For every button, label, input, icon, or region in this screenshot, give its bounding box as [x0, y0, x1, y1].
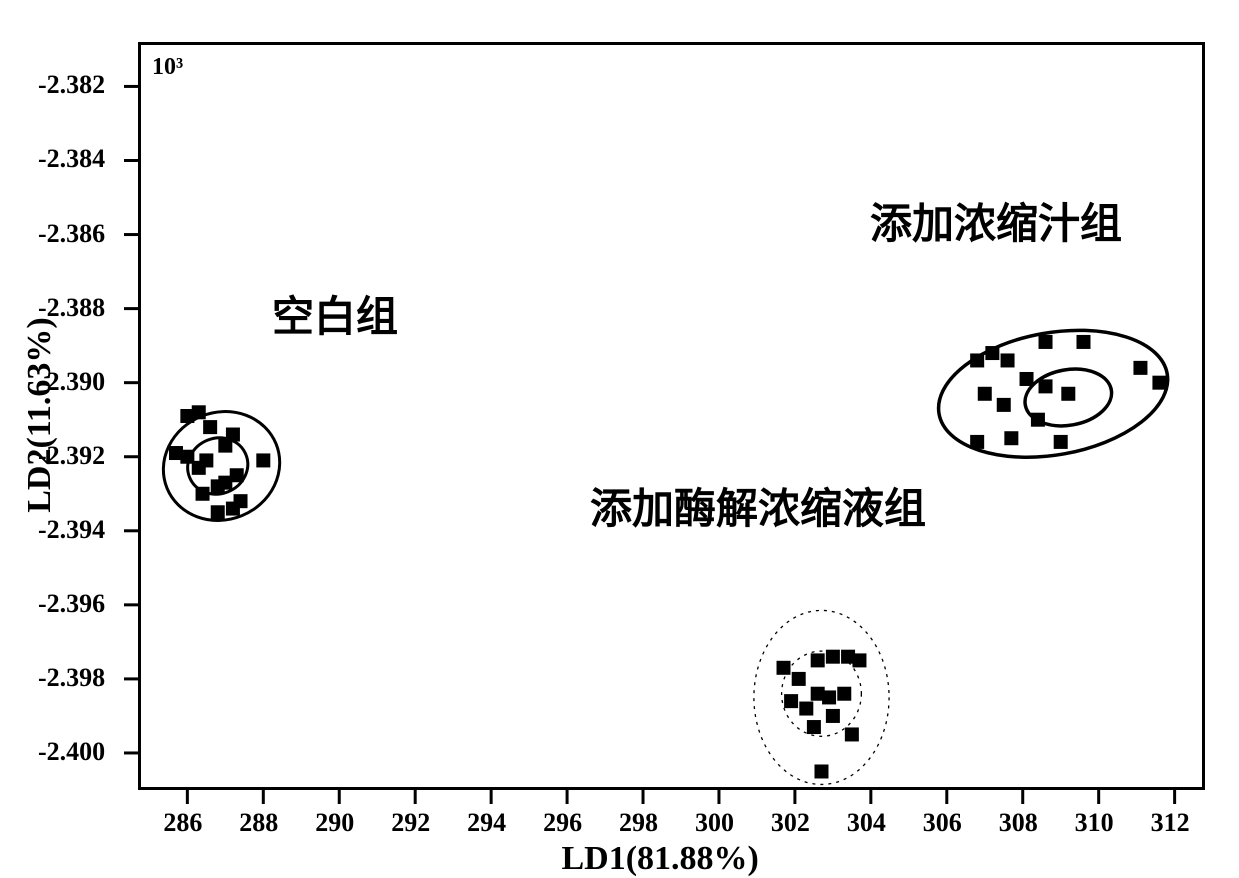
- x-tick-label: 306: [923, 808, 962, 838]
- x-tick-label: 292: [391, 808, 430, 838]
- x-tick-label: 304: [847, 808, 886, 838]
- x-tick-label: 288: [239, 808, 278, 838]
- x-tick-label: 300: [695, 808, 734, 838]
- y-tick-label: -2.384: [38, 144, 105, 174]
- x-tick-label: 312: [1151, 808, 1190, 838]
- y-tick-label: -2.392: [38, 441, 105, 471]
- group-label-enzymatic: 添加酶解浓缩液组: [590, 475, 926, 536]
- x-axis-label: LD1(81.88%): [562, 840, 759, 878]
- x-tick-label: 286: [163, 808, 202, 838]
- x-tick-label: 308: [999, 808, 1038, 838]
- x-tick-label: 296: [543, 808, 582, 838]
- x-tick-label: 298: [619, 808, 658, 838]
- y-tick-label: -2.390: [38, 367, 105, 397]
- plot-area: [138, 42, 1205, 790]
- y-tick-label: -2.396: [38, 589, 105, 619]
- x-tick-label: 302: [771, 808, 810, 838]
- y-tick-label: -2.398: [38, 663, 105, 693]
- exponent-annotation: 10³: [152, 54, 183, 81]
- x-tick-label: 310: [1075, 808, 1114, 838]
- y-tick-label: -2.388: [38, 293, 105, 323]
- x-tick-label: 290: [315, 808, 354, 838]
- x-tick-label: 294: [467, 808, 506, 838]
- scatter-chart: 10³ LD1(81.88%) LD2(11.63%) 空白组 添加浓缩汁组 添…: [0, 0, 1239, 878]
- y-tick-label: -2.382: [38, 70, 105, 100]
- y-tick-label: -2.386: [38, 219, 105, 249]
- y-axis-label: LD2(11.63%): [21, 305, 59, 525]
- group-label-blank: 空白组: [272, 283, 398, 344]
- y-tick-label: -2.394: [38, 515, 105, 545]
- y-tick-label: -2.400: [38, 737, 105, 767]
- group-label-concentrate: 添加浓缩汁组: [870, 190, 1122, 251]
